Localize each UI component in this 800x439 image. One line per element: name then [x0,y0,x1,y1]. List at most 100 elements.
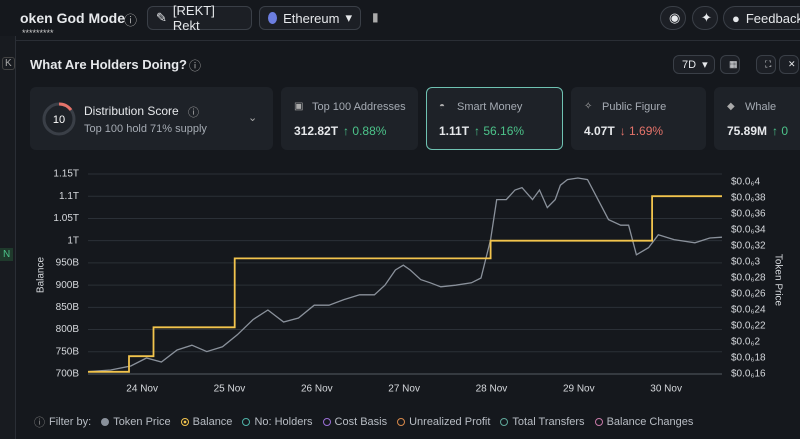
y2-tick-label: $0.0₆3 [731,257,760,268]
y-tick-label: 750B [56,346,80,357]
filter-option[interactable]: Token Price [101,416,171,428]
metric-card[interactable]: ◆ Whale 75.89M ↑ 0 [714,87,800,150]
card-subtitle: Top 100 hold 71% supply [84,123,207,135]
filter-marker [322,418,331,426]
y2-tick-label: $0.0₆38 [731,193,766,204]
legend-label: Token Price [113,416,171,428]
filter-bar: ⓘ Filter by: Token Price Balance No: Hold… [34,416,694,429]
y-tick-label: 1T [67,235,79,246]
calendar-button[interactable]: ▦ [720,55,740,74]
filter-text: Balance Changes [606,416,694,428]
y2-tick-label: $0.0₆32 [731,241,766,252]
info-icon: ⓘ [189,59,202,73]
page-title: oken God Mode [20,10,125,26]
chart: Balance Token Price 700B 750B 800B 850B 900B… [36,169,784,395]
y2-tick-label: $0.0₆26 [731,289,766,300]
filter-option[interactable]: Cost Basis [322,416,388,428]
close-button[interactable]: ✕ [779,55,799,74]
metric-card[interactable]: ✧ Public Figure 4.07T ↓ 1.69% [571,87,706,150]
tag: N [0,248,14,261]
token-button[interactable]: ✎ [REKT] Rekt [147,3,252,33]
legend-label: Balance [192,416,233,428]
y2-tick-label: $0.0₆34 [731,225,766,236]
token-name: [REKT] Rekt [172,3,215,33]
filter-option[interactable]: Balance Changes [594,416,694,428]
distribution-card[interactable]: 10 Distribution Score ⓘ Top 100 hold 71%… [30,87,273,150]
legend-marker [101,418,110,426]
y2-tick-label: $0.0₆36 [731,209,766,220]
y-tick-label: 850B [56,302,80,313]
feedback-button[interactable]: ● Feedback [723,6,800,30]
legend-marker [180,418,189,426]
y2-axis-title: Token Price [772,254,783,307]
filter-text: No: Holders [254,416,313,428]
y2-tick-label: $0.0₆16 [731,369,766,380]
section-title: What Are Holders Doing? [30,57,187,72]
filter-marker [500,418,509,426]
y-tick-label: 900B [56,280,80,291]
filter-text: Cost Basis [334,416,388,428]
y2-tick-label: $0.0₆22 [731,321,766,332]
period-select[interactable]: 7D ▾ [673,55,715,74]
sidebar: K N [0,36,16,439]
x-tick-label: 28 Nov [476,384,508,395]
divider [15,40,800,41]
x-tick-label: 24 Nov [126,384,158,395]
filter-marker [594,418,603,426]
info-icon: ⓘ [124,13,138,28]
filter-marker [397,418,406,426]
y2-tick-label: $0.0₆28 [731,273,766,284]
chain-name: Ethereum [283,10,340,26]
y-tick-label: 1.1T [59,191,79,202]
shortcut-key: K [2,57,15,70]
y-tick-label: 950B [56,258,80,269]
masked-address: ********* [22,28,54,38]
score-gauge: 10 [42,102,76,136]
y-tick-label: 700B [56,369,80,380]
metric-card[interactable]: ▣ Top 100 Addresses 312.82T ↑ 0.88% [281,87,418,150]
chevron: ⌄ [248,112,258,124]
pin-button[interactable]: ✦ [692,6,718,30]
card-title: Smart Money [457,101,523,113]
y-tick-label: 800B [56,324,80,335]
x-tick-label: 30 Nov [650,384,682,395]
x-tick-label: 25 Nov [214,384,246,395]
copy-icon[interactable]: ▮ [372,10,379,24]
card-change: 0.88% [352,124,387,138]
expand-button[interactable]: ⛶ [756,55,776,74]
filter-text: Total Transfers [512,416,585,428]
card-value: 75.89M [727,124,768,138]
card-title: Distribution Score [84,104,179,118]
filter-option[interactable]: Total Transfers [500,416,585,428]
x-tick-label: 29 Nov [563,384,595,395]
feedback-label: Feedback [745,10,800,26]
card-value: 312.82T [294,124,339,138]
filter-option[interactable]: Balance [180,416,233,428]
y2-tick-label: $0.0₆24 [731,305,766,316]
filter-option[interactable]: Unrealized Profit [397,416,490,428]
chain-select[interactable]: Ethereum ▾ [259,6,361,30]
x-tick-label: 27 Nov [388,384,420,395]
card-title: Whale [745,101,777,113]
y-tick-label: 1.05T [53,213,79,224]
info-icon: ⓘ [188,107,199,119]
card-change: 56.16% [483,124,525,138]
y2-tick-label: $0.0₆18 [731,353,766,364]
filter-label: Filter by: [49,416,92,428]
card-value: 1.11T [439,124,470,138]
x-tick-label: 26 Nov [301,384,333,395]
card-title: Public Figure [602,101,667,113]
y2-tick-label: $0.0₆4 [731,177,760,188]
filter-option[interactable]: No: Holders [242,416,313,428]
eye-button[interactable]: ◉ [660,6,686,30]
card-value: 4.07T [584,124,615,138]
card-change: 1.69% [629,124,664,138]
filter-marker [242,418,251,426]
y-tick-label: 1.15T [53,169,79,180]
period: 7D [682,58,697,71]
score: 10 [53,114,65,126]
metric-card[interactable]: ◓ Smart Money 1.11T ↑ 56.16% [426,87,563,150]
y2-tick-label: $0.0₆2 [731,337,760,348]
card-title: Top 100 Addresses [312,101,406,113]
